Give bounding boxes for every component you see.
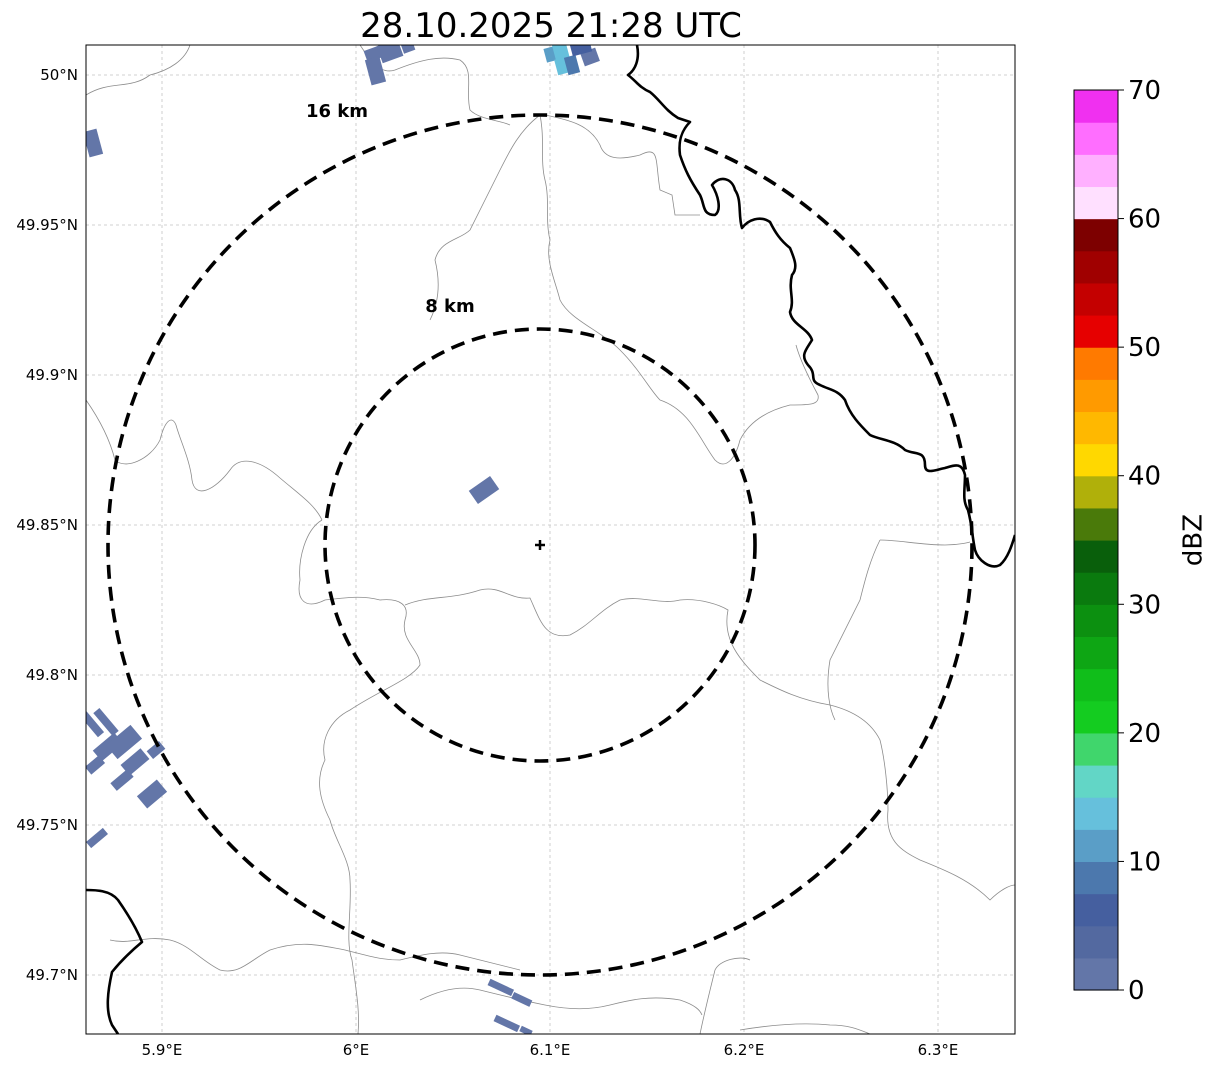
range-ring-8km xyxy=(323,327,757,763)
colorbar-segment xyxy=(1074,443,1118,477)
colorbar-segment xyxy=(1074,379,1118,413)
colorbar-segment xyxy=(1074,507,1118,541)
lon-tick-label: 6°E xyxy=(343,1041,370,1059)
municipal-boundaries xyxy=(86,45,1015,1034)
gridlines xyxy=(86,45,1015,1034)
colorbar-segment xyxy=(1074,154,1118,188)
colorbar-segment xyxy=(1074,893,1118,927)
colorbar-segment xyxy=(1074,186,1118,220)
colorbar-tick-label: 40 xyxy=(1128,462,1161,492)
lat-tick-label: 50°N xyxy=(40,66,78,84)
colorbar-segments xyxy=(1074,90,1118,991)
colorbar-segment xyxy=(1074,90,1118,123)
map-title: 28.10.2025 21:28 UTC xyxy=(360,6,742,46)
colorbar-segment xyxy=(1074,122,1118,155)
colorbar-segment xyxy=(1074,925,1118,959)
longitude-axis: 5.9°E 6°E 6.1°E 6.2°E 6.3°E xyxy=(142,1041,959,1059)
plus-marker-icon xyxy=(535,540,545,550)
colorbar-segment xyxy=(1074,700,1118,734)
colorbar: 0 10 20 30 40 50 60 70 dBZ xyxy=(1073,76,1207,1006)
colorbar-segment xyxy=(1074,957,1118,991)
lat-tick-label: 49.8°N xyxy=(26,666,78,684)
lat-tick-label: 49.85°N xyxy=(16,516,78,534)
lon-tick-label: 6.2°E xyxy=(724,1041,765,1059)
colorbar-tick-label: 60 xyxy=(1128,205,1161,235)
colorbar-segment xyxy=(1074,411,1118,445)
latitude-axis: 50°N 49.95°N 49.9°N 49.85°N 49.8°N 49.75… xyxy=(16,66,78,984)
colorbar-tick-label: 0 xyxy=(1128,976,1145,1006)
colorbar-segment xyxy=(1074,540,1118,573)
colorbar-segment xyxy=(1074,765,1118,798)
colorbar-segment xyxy=(1074,347,1118,380)
colorbar-segment xyxy=(1074,668,1118,702)
range-rings xyxy=(106,113,974,977)
colorbar-tick-label: 50 xyxy=(1128,333,1161,363)
colorbar-segment xyxy=(1074,218,1118,252)
colorbar-segment xyxy=(1074,797,1118,830)
colorbar-segment xyxy=(1074,604,1118,638)
lon-tick-label: 5.9°E xyxy=(142,1041,183,1059)
colorbar-segment xyxy=(1074,636,1118,670)
colorbar-segment xyxy=(1074,250,1118,284)
colorbar-tick-label: 20 xyxy=(1128,719,1161,749)
colorbar-segment xyxy=(1074,829,1118,863)
colorbar-segment xyxy=(1074,732,1118,766)
colorbar-segment xyxy=(1074,861,1118,895)
range-ring-16km xyxy=(106,113,974,977)
colorbar-tick-label: 30 xyxy=(1128,590,1161,620)
lat-tick-label: 49.7°N xyxy=(26,966,78,984)
national-borders xyxy=(86,45,1015,1034)
lat-tick-label: 49.95°N xyxy=(16,216,78,234)
colorbar-segment xyxy=(1074,475,1118,509)
colorbar-segment xyxy=(1074,315,1118,348)
colorbar-tick-label: 10 xyxy=(1128,847,1161,877)
colorbar-tick-label: 70 xyxy=(1128,76,1161,106)
colorbar-ticks: 0 10 20 30 40 50 60 70 xyxy=(1118,76,1161,1006)
range-ring-16km-label: 16 km xyxy=(306,101,368,122)
plot-frame xyxy=(85,44,1016,1035)
colorbar-segment xyxy=(1074,282,1118,316)
colorbar-segment xyxy=(1074,572,1118,605)
colorbar-label: dBZ xyxy=(1179,514,1207,566)
lon-tick-label: 6.1°E xyxy=(530,1041,571,1059)
range-ring-8km-label: 8 km xyxy=(425,296,475,317)
colorbar-frame xyxy=(1073,89,1119,991)
lat-tick-label: 49.75°N xyxy=(16,816,78,834)
radar-echoes xyxy=(86,45,600,1034)
lon-tick-label: 6.3°E xyxy=(918,1041,959,1059)
lat-tick-label: 49.9°N xyxy=(26,366,78,384)
